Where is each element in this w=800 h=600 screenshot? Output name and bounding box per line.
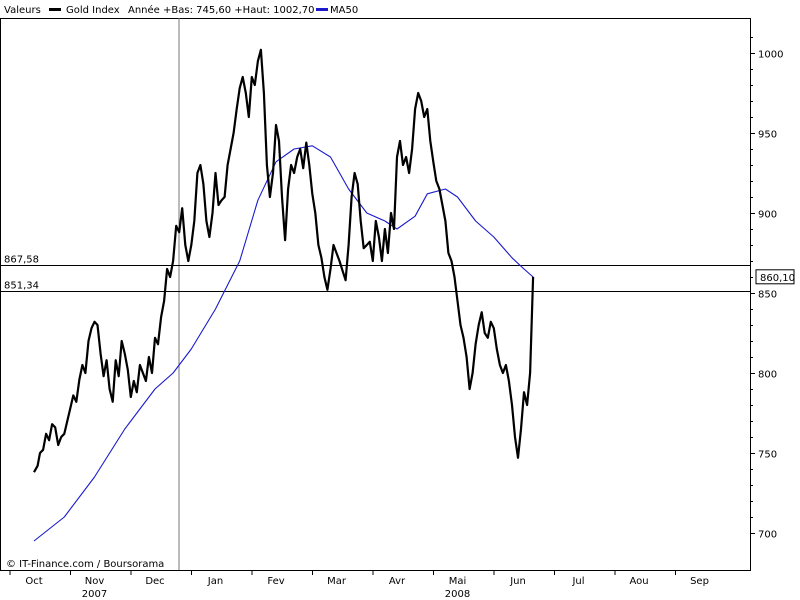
- series-layer: [33, 48, 535, 542]
- xtick-label-Dec: Dec: [145, 576, 164, 587]
- last-value-marker: 860,10: [755, 269, 795, 285]
- year-label-2007: 2007: [82, 589, 107, 600]
- ytick-label-1000: 1000: [758, 50, 783, 61]
- ytick-label-950: 950: [758, 130, 777, 141]
- legend-label-gold-index: Gold Index: [66, 5, 120, 16]
- legend-swatch-gold-index: [49, 8, 61, 11]
- legend-header: Valeurs: [4, 5, 41, 16]
- xtick-label-Mar: Mar: [327, 576, 347, 587]
- xtick-label-Avr: Avr: [389, 576, 406, 587]
- xtick-label-Jun: Jun: [509, 576, 526, 587]
- xtick-label-Nov: Nov: [85, 576, 105, 587]
- last-value-label: 860,10: [760, 273, 795, 284]
- ytick-label-850: 850: [758, 290, 777, 301]
- year-label-2008: 2008: [445, 589, 470, 600]
- credit-text: © IT-Finance.com / Boursorama: [6, 559, 164, 570]
- x-axis: Oct Nov Dec Jan Fev Mar Avr Mai Jun Jul Aou Sep 2007…: [9, 570, 709, 600]
- legend: Valeurs Gold Index Année +Bas: 745,60 +H…: [4, 4, 358, 16]
- ytick-label-700: 700: [758, 530, 777, 541]
- xtick-label-Jul: Jul: [571, 576, 584, 587]
- level-label-0: 867,58: [4, 255, 39, 266]
- horizontal-levels: 867,58 851,34: [0, 255, 750, 292]
- xtick-label-Fev: Fev: [267, 576, 284, 587]
- ytick-label-750: 750: [758, 450, 777, 461]
- xtick-label-Mai: Mai: [449, 576, 467, 587]
- xtick-label-Oct: Oct: [25, 576, 42, 587]
- last-value-box: [755, 269, 795, 285]
- xtick-label-Aou: Aou: [629, 576, 648, 587]
- xtick-label-Jan: Jan: [207, 576, 223, 587]
- legend-swatch-ma50: [316, 8, 328, 11]
- series-line-gold-index: [33, 48, 535, 473]
- level-label-1: 851,34: [4, 281, 39, 292]
- y-axis: 700 750 800 850 900 950 1000: [750, 37, 783, 541]
- legend-stats: Année +Bas: 745,60 +Haut: 1002,70: [128, 4, 314, 16]
- plot-frame: [0, 18, 751, 571]
- legend-label-ma50: MA50: [330, 5, 358, 16]
- ytick-label-900: 900: [758, 210, 777, 221]
- series-line-ma50: [33, 145, 534, 542]
- ytick-label-800: 800: [758, 370, 777, 381]
- xtick-label-Sep: Sep: [690, 576, 709, 587]
